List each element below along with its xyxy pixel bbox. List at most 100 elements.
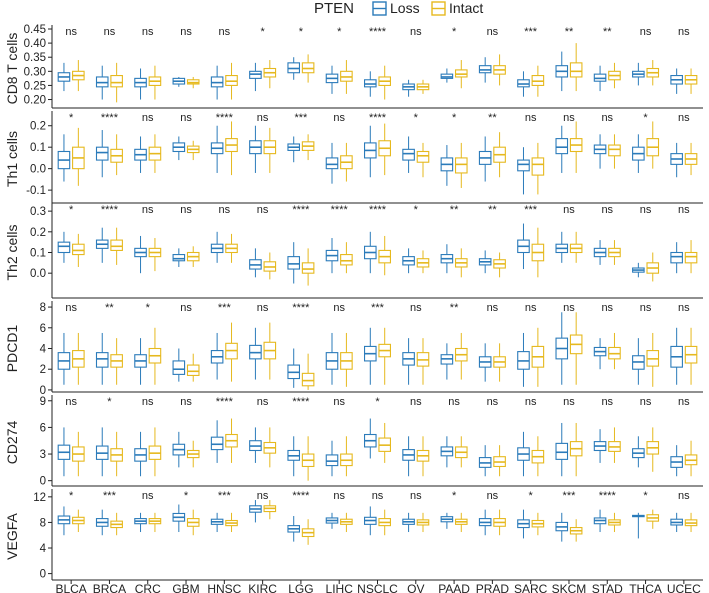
- box-intact: [531, 327, 545, 387]
- legend: PTEN Loss Intact: [314, 0, 483, 17]
- box-intact: [684, 512, 698, 533]
- significance-label: ns: [142, 112, 154, 124]
- box-iqr: [340, 254, 353, 266]
- significance-label: ns: [448, 396, 460, 408]
- box-intact: [608, 134, 621, 169]
- box-intact: [225, 418, 238, 463]
- significance-label: ns: [180, 26, 192, 38]
- y-tick-label: 6: [40, 323, 46, 335]
- box-intact: [378, 509, 392, 536]
- box-intact: [454, 332, 468, 380]
- significance-label: ns: [525, 302, 537, 314]
- box-intact: [263, 252, 277, 280]
- significance-label: ns: [678, 26, 690, 38]
- box-loss: [325, 142, 339, 184]
- significance-label: ****: [369, 204, 387, 216]
- box-intact: [569, 231, 583, 263]
- box-intact: [608, 512, 621, 533]
- box-loss: [555, 312, 569, 385]
- box-loss: [670, 327, 683, 385]
- y-axis-label: CD8 T cells: [4, 33, 20, 105]
- box-loss: [172, 76, 186, 87]
- y-tick-label: 8: [40, 302, 46, 314]
- significance-label: *: [643, 112, 648, 124]
- y-tick-label: 0.20: [24, 95, 46, 107]
- box-iqr: [531, 157, 545, 176]
- box-loss: [210, 332, 224, 380]
- significance-label: ****: [369, 112, 387, 124]
- box-intact: [186, 246, 200, 267]
- box-loss: [57, 427, 71, 477]
- significance-label: ns: [257, 490, 269, 502]
- box-loss: [632, 62, 645, 86]
- box-loss: [95, 130, 109, 178]
- box-loss: [402, 512, 415, 533]
- significance-label: ns: [640, 302, 652, 314]
- box-loss: [555, 231, 569, 263]
- box-intact: [72, 233, 85, 267]
- box-loss: [287, 136, 301, 163]
- box-intact: [531, 512, 545, 536]
- box-loss: [287, 57, 301, 80]
- box-iqr: [325, 454, 339, 467]
- significance-label: ns: [678, 204, 690, 216]
- significance-label: *: [452, 490, 457, 502]
- box-intact: [531, 65, 545, 97]
- box-intact: [493, 132, 506, 178]
- x-tick-label: PRAD: [476, 582, 510, 593]
- box-intact: [569, 43, 583, 92]
- box-intact: [569, 422, 583, 477]
- box-loss: [402, 338, 415, 385]
- box-intact: [186, 76, 200, 89]
- y-tick-label: 9: [40, 396, 46, 408]
- significance-label: ns: [333, 396, 345, 408]
- significance-label: *: [643, 490, 648, 502]
- box-intact: [225, 62, 238, 100]
- box-intact: [493, 252, 506, 278]
- box-intact: [148, 427, 162, 477]
- significance-label: ns: [180, 204, 192, 216]
- box-loss: [402, 79, 415, 97]
- box-iqr: [210, 436, 224, 451]
- box-intact: [646, 252, 660, 282]
- box-intact: [454, 60, 468, 89]
- box-loss: [593, 338, 607, 370]
- box-loss: [593, 429, 607, 463]
- box-iqr: [172, 360, 186, 375]
- panel: CD274 0 3 6 9 ns * ns ns **** ns **** ns * ns ns ns ns ns n…: [4, 395, 703, 488]
- significance-label: ns: [640, 204, 652, 216]
- y-tick-label: 2: [40, 364, 46, 376]
- box-loss: [555, 422, 569, 477]
- box-loss: [478, 57, 492, 83]
- box-intact: [493, 445, 506, 477]
- box-loss: [325, 440, 339, 477]
- box-loss: [670, 512, 683, 533]
- box-intact: [110, 338, 123, 385]
- significance-label: *: [375, 396, 380, 408]
- box-loss: [363, 231, 377, 274]
- box-intact: [186, 440, 200, 468]
- box-iqr: [402, 148, 415, 161]
- y-tick-label: 12: [33, 492, 46, 504]
- box-loss: [287, 348, 301, 388]
- box-intact: [72, 127, 85, 186]
- significance-label: ns: [678, 490, 690, 502]
- significance-label: ns: [487, 302, 499, 314]
- box-intact: [340, 332, 353, 387]
- significance-label: ns: [487, 396, 499, 408]
- significance-label: ****: [216, 112, 234, 124]
- box-loss: [632, 262, 645, 278]
- box-intact: [454, 512, 468, 533]
- significance-label: ns: [678, 396, 690, 408]
- box-loss: [172, 136, 186, 161]
- box-intact: [225, 233, 238, 263]
- significance-label: ns: [65, 396, 77, 408]
- box-intact: [684, 440, 698, 477]
- significance-label: ns: [525, 396, 537, 408]
- x-tick-label: LGG: [288, 582, 313, 593]
- x-tick-label: BLCA: [55, 582, 86, 593]
- y-tick-label: 8: [40, 517, 46, 529]
- box-intact: [110, 134, 123, 176]
